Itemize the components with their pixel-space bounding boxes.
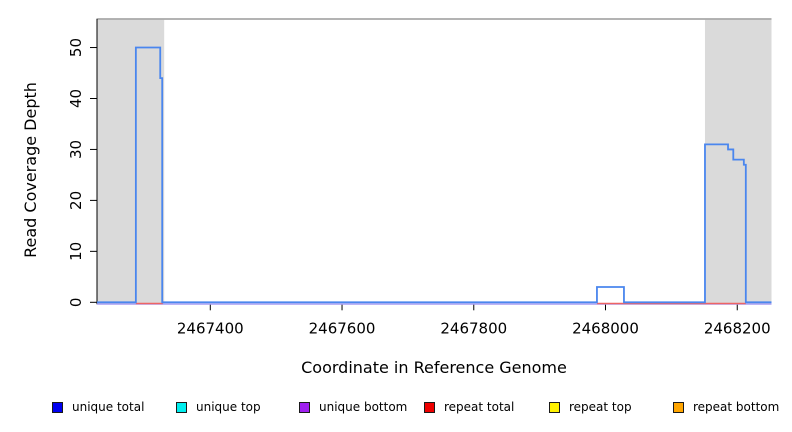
svg-text:2468000: 2468000 bbox=[572, 319, 639, 337]
legend-item-repeat-bottom: repeat bottom bbox=[673, 399, 779, 415]
svg-text:30: 30 bbox=[67, 140, 85, 159]
legend-label: repeat total bbox=[444, 400, 515, 414]
svg-text:20: 20 bbox=[67, 191, 85, 210]
svg-text:2468200: 2468200 bbox=[704, 319, 771, 337]
svg-text:2467600: 2467600 bbox=[309, 319, 376, 337]
legend-item-unique-bottom: unique bottom bbox=[299, 399, 407, 415]
legend-label: unique top bbox=[196, 400, 261, 414]
svg-text:2467400: 2467400 bbox=[177, 319, 244, 337]
svg-text:2467800: 2467800 bbox=[440, 319, 507, 337]
unique-top-swatch-icon bbox=[176, 401, 187, 413]
svg-text:50: 50 bbox=[67, 38, 85, 57]
repeat-bottom-swatch-icon bbox=[673, 401, 684, 413]
legend-label: unique bottom bbox=[319, 400, 408, 414]
coverage-plot: 2467400 2467600 2467800 2468000 2468200 0 10 20… bbox=[21, 18, 772, 377]
legend-label: unique total bbox=[72, 400, 145, 414]
legend-label: repeat top bbox=[569, 400, 632, 414]
legend: unique total unique top unique bottom re… bbox=[0, 396, 792, 422]
y-axis-title: Read Coverage Depth bbox=[21, 82, 40, 258]
svg-text:10: 10 bbox=[67, 242, 85, 261]
legend-item-repeat-total: repeat total bbox=[424, 399, 514, 415]
svg-text:0: 0 bbox=[67, 298, 85, 308]
legend-item-unique-total: unique total bbox=[52, 399, 144, 415]
legend-item-unique-top: unique top bbox=[176, 399, 261, 415]
plot-generated-layer: 2467400 2467600 2467800 2468000 2468200 0 10 20… bbox=[67, 18, 772, 337]
repeat-top-swatch-icon bbox=[549, 401, 560, 413]
legend-label: repeat bottom bbox=[693, 400, 780, 414]
svg-text:40: 40 bbox=[67, 89, 85, 108]
repeat-total-swatch-icon bbox=[424, 401, 435, 413]
legend-item-repeat-top: repeat top bbox=[549, 399, 632, 415]
unique-total-swatch-icon bbox=[52, 401, 63, 413]
unique-bottom-swatch-icon bbox=[299, 401, 310, 413]
x-axis-title: Coordinate in Reference Genome bbox=[301, 358, 567, 377]
